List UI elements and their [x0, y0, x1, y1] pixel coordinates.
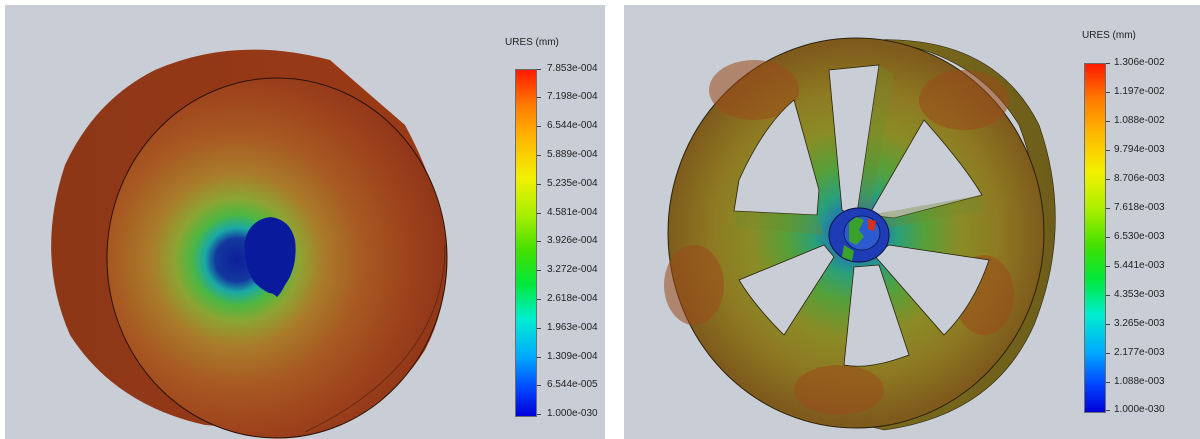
hub-fixture — [849, 217, 864, 245]
legend-value: 9.794e-003 — [1114, 144, 1165, 155]
legend-value: 7.853e-004 — [547, 63, 598, 74]
legend-value: 6.530e-003 — [1114, 231, 1165, 242]
legend-value: 1.309e-004 — [547, 351, 598, 362]
tick-mark — [537, 213, 541, 214]
legend-value: 6.544e-005 — [547, 379, 598, 390]
solid-disc-model[interactable] — [5, 5, 605, 439]
legend-value: 7.618e-003 — [1114, 202, 1165, 213]
tick-mark — [1106, 266, 1110, 267]
legend-value: 1.197e-002 — [1114, 86, 1165, 97]
legend-value: 1.088e-002 — [1114, 115, 1165, 126]
legend-value: 1.000e-030 — [547, 408, 598, 419]
legend-value: 1.088e-003 — [1114, 376, 1165, 387]
legend-value: 3.265e-003 — [1114, 318, 1165, 329]
hub-fixture — [244, 217, 296, 297]
legend-value: 4.353e-003 — [1114, 289, 1165, 300]
tick-mark — [537, 357, 541, 358]
legend-value: 5.235e-004 — [547, 178, 598, 189]
tick-mark — [537, 414, 541, 415]
color-scale-bar — [515, 69, 537, 417]
tick-mark — [537, 270, 541, 271]
legend-value: 2.177e-003 — [1114, 347, 1165, 358]
legend-value: 3.926e-004 — [547, 235, 598, 246]
tick-mark — [537, 328, 541, 329]
tick-mark — [537, 126, 541, 127]
left-viewport[interactable]: URES (mm) 7.853e-004 7.198e-004 6.544e-0… — [5, 5, 605, 439]
legend-value: 7.198e-004 — [547, 91, 598, 102]
spoked-wheel-model[interactable] — [624, 5, 1200, 439]
legend-value: 5.889e-004 — [547, 149, 598, 160]
legend-value: 1.306e-002 — [1114, 57, 1165, 68]
tick-mark — [1106, 353, 1110, 354]
tick-mark — [1106, 92, 1110, 93]
rim-hotspot — [794, 365, 884, 415]
legend-value: 5.441e-003 — [1114, 260, 1165, 271]
tick-mark — [1106, 63, 1110, 64]
legend-value: 1.000e-030 — [1114, 404, 1165, 415]
tick-mark — [1106, 324, 1110, 325]
tick-mark — [537, 184, 541, 185]
right-viewport[interactable]: URES (mm) 1.306e-002 1.197e-002 1.088e-0… — [624, 5, 1200, 439]
legend-value: 6.544e-004 — [547, 120, 598, 131]
tick-mark — [537, 241, 541, 242]
rim-hotspot — [709, 60, 799, 120]
legend-title: URES (mm) — [505, 37, 559, 48]
rim-hotspot — [919, 70, 1009, 130]
tick-mark — [1106, 382, 1110, 383]
legend-value: 1.963e-004 — [547, 322, 598, 333]
hub-fixture-lower — [842, 245, 854, 261]
tick-mark — [537, 385, 541, 386]
tick-mark — [1106, 410, 1110, 411]
spokes — [734, 65, 984, 235]
tick-mark — [1106, 150, 1110, 151]
tick-mark — [1106, 237, 1110, 238]
rim-hotspot — [664, 245, 724, 325]
legend-ticks — [1106, 63, 1110, 411]
hub-fixture-red — [868, 219, 876, 231]
legend-value: 3.272e-004 — [547, 264, 598, 275]
tick-mark — [537, 69, 541, 70]
wheel-cutouts — [733, 64, 990, 367]
legend-value: 2.618e-004 — [547, 293, 598, 304]
tick-mark — [537, 155, 541, 156]
legend-value: 8.706e-003 — [1114, 173, 1165, 184]
tick-mark — [1106, 295, 1110, 296]
tick-mark — [1106, 179, 1110, 180]
legend-ticks — [537, 69, 541, 415]
tick-mark — [537, 299, 541, 300]
legend-title: URES (mm) — [1082, 30, 1136, 41]
tick-mark — [537, 97, 541, 98]
legend-value: 4.581e-004 — [547, 207, 598, 218]
disc-rim-edge — [304, 244, 446, 433]
color-scale-bar — [1084, 63, 1106, 413]
tick-mark — [1106, 121, 1110, 122]
tick-mark — [1106, 208, 1110, 209]
